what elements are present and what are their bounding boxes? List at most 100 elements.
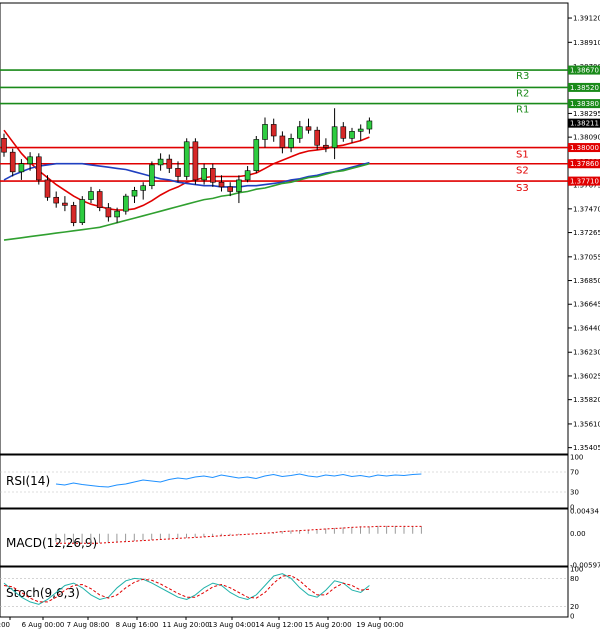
stoch-k-line	[3, 573, 370, 605]
candle-body	[201, 168, 207, 181]
level-price-label: 1.38670	[570, 67, 599, 75]
stoch-label: Stoch(9,6,3)	[6, 586, 80, 600]
time-tick-label: 8 Aug 16:00	[116, 621, 159, 629]
level-name-r2: R2	[516, 88, 529, 99]
rsi-tick-label: 30	[570, 489, 579, 497]
rsi-line	[55, 473, 422, 488]
time-tick-label: 7 Aug 08:00	[67, 621, 110, 629]
ma-line-0	[3, 129, 370, 211]
price-panel-frame	[0, 2, 569, 455]
stoch-tick-label: 20	[570, 603, 579, 611]
price-tick-label: 1.35610	[573, 420, 600, 428]
rsi-tick-label: 0	[570, 504, 574, 512]
candle-body	[44, 179, 51, 198]
level-name-s2: S2	[516, 166, 529, 177]
level-price-label: 1.38380	[570, 100, 599, 108]
candle-body	[270, 124, 277, 137]
candle-body	[88, 191, 94, 200]
level-price-tag	[568, 99, 600, 109]
macd-panel-frame	[0, 508, 569, 567]
level-name-r1: R1	[516, 105, 529, 116]
macd-signal-line	[56, 525, 422, 544]
price-tick-label: 1.37055	[573, 253, 600, 261]
level-price-tag	[568, 65, 600, 75]
candle-body	[296, 126, 303, 139]
price-tick-label: 1.38295	[573, 110, 600, 118]
candle-body	[210, 168, 216, 183]
time-tick-label: 19 Aug 00:00	[356, 621, 403, 629]
level-price-tag	[568, 143, 600, 153]
candle-body	[244, 170, 251, 181]
candle-body	[1, 138, 7, 153]
price-tick-label: 1.37265	[573, 229, 600, 237]
candle-body	[157, 158, 164, 166]
price-tick-label: 1.39120	[573, 15, 600, 23]
candle-body	[288, 138, 294, 148]
level-price-label: 1.38000	[570, 144, 599, 152]
ma-line-2	[3, 162, 370, 241]
candle-body	[149, 164, 155, 187]
rsi-panel: RSI(14) 100 70 30 0	[0, 454, 583, 512]
macd-label: MACD(12,26,9)	[6, 536, 97, 550]
price-tick-label: 1.37675	[573, 182, 600, 190]
level-price-tag	[568, 159, 600, 169]
price-tick-label: 1.38910	[573, 39, 600, 47]
ma-line-1	[3, 161, 370, 188]
current-price-label: 1.38211	[570, 120, 599, 128]
candle-body	[18, 163, 25, 173]
level-price-label: 1.38520	[570, 84, 599, 92]
candle-body	[227, 186, 233, 192]
candle-body	[114, 210, 120, 218]
rsi-tick-label: 70	[570, 469, 579, 477]
stoch-tick-label: 80	[570, 575, 579, 583]
level-name-s3: S3	[516, 183, 529, 194]
candle-body	[53, 196, 60, 204]
candle-body	[96, 191, 103, 208]
time-tick-label: 14 Aug 12:00	[255, 621, 302, 629]
price-tick-label: 1.36440	[573, 324, 600, 332]
candle-body	[262, 124, 268, 140]
rsi-tick-label: 100	[570, 454, 583, 462]
level-price-tag	[568, 82, 600, 92]
stoch-tick-label: 100	[570, 566, 583, 574]
level-price-label: 1.37860	[570, 160, 599, 168]
candle-body	[131, 190, 138, 197]
stoch-tick-label: 0	[570, 613, 574, 621]
time-tick-label: 11 Aug 20:00	[162, 621, 209, 629]
candle-body	[79, 199, 86, 224]
candle-body	[236, 179, 242, 192]
candle-body	[305, 126, 312, 131]
price-tick-label: 1.38090	[573, 134, 600, 142]
macd-panel: MACD(12,26,9) 0.00434 0.00 -0.00597	[0, 508, 600, 570]
candle-body	[105, 207, 112, 218]
time-tick-label: 13 Aug 04:00	[208, 621, 255, 629]
price-tick-label: 1.36645	[573, 301, 600, 309]
candle-body	[218, 181, 225, 188]
candle-body	[279, 135, 286, 148]
candle-body	[27, 156, 33, 165]
rsi-label: RSI(14)	[6, 474, 50, 488]
current-price-tag	[568, 118, 600, 128]
time-axis: 6:00 6 Aug 00:007 Aug 08:00 8 Aug 16:0011 …	[0, 617, 404, 629]
time-tick-label: 6 Aug 00:00	[22, 621, 65, 629]
price-tick-label: 1.35405	[573, 444, 600, 452]
macd-tick-label: 0.00434	[570, 508, 599, 516]
time-tick-label: 15 Aug 20:00	[304, 621, 351, 629]
time-tick-label: 6:00	[0, 621, 10, 629]
candle-body	[192, 141, 199, 181]
candle-body	[175, 168, 181, 177]
price-tick-label: 1.35820	[573, 396, 600, 404]
candle-body	[323, 144, 329, 148]
level-price-tag	[568, 176, 600, 186]
candle-body	[62, 202, 68, 206]
candle-body	[123, 195, 129, 212]
candle-body	[35, 156, 42, 181]
candle-body	[331, 126, 338, 148]
candle-body	[349, 131, 355, 139]
candle-body	[70, 205, 77, 224]
price-tick-label: 1.36025	[573, 372, 600, 380]
level-price-label: 1.37710	[570, 178, 599, 186]
